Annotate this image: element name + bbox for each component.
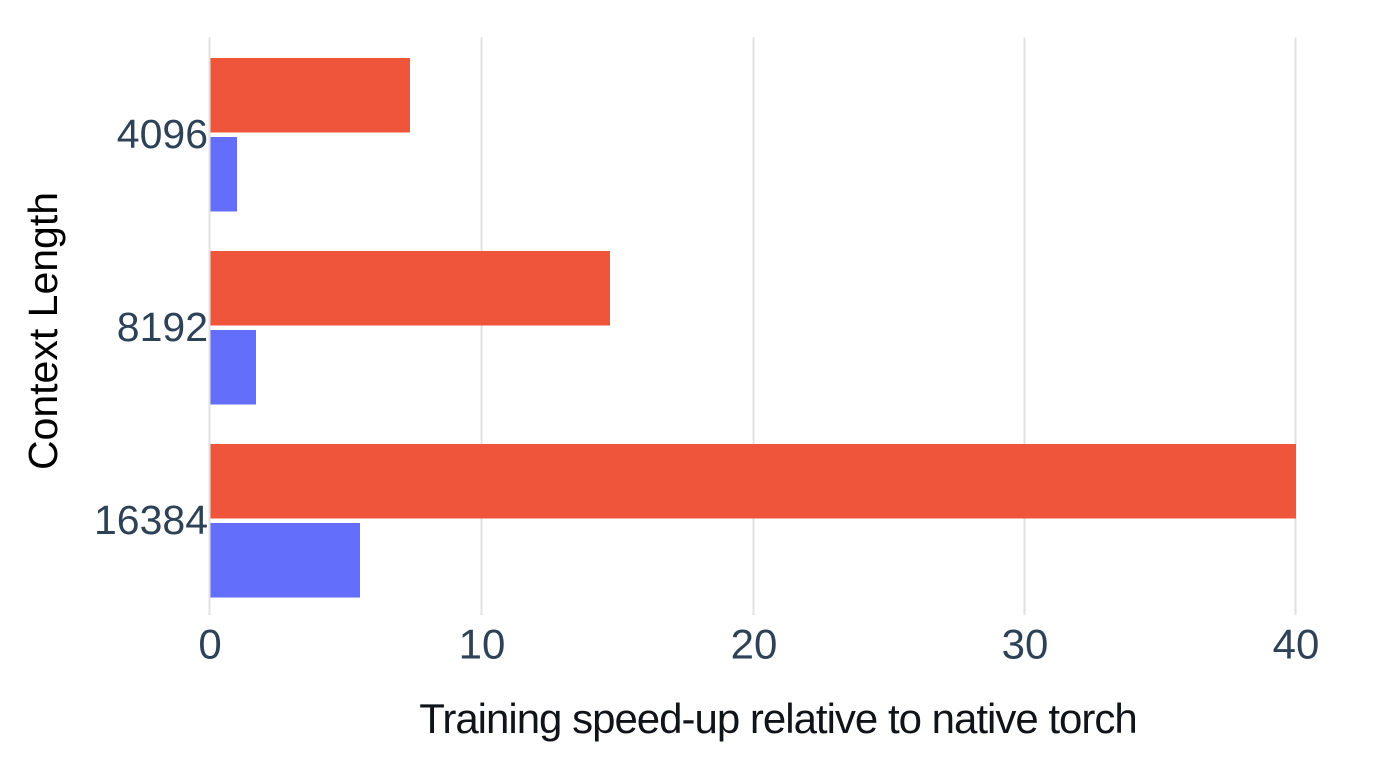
svg-text:20: 20 [731,621,778,668]
svg-text:40: 40 [1273,621,1320,668]
svg-text:Context Length: Context Length [20,192,66,470]
svg-text:4096: 4096 [117,111,208,157]
svg-text:8192: 8192 [117,304,208,350]
svg-text:10: 10 [459,621,506,668]
svg-text:30: 30 [1002,621,1049,668]
svg-text:0: 0 [198,621,221,668]
svg-text:16384: 16384 [94,497,208,543]
svg-text:Training speed-up relative to: Training speed-up relative to native tor… [419,695,1137,742]
